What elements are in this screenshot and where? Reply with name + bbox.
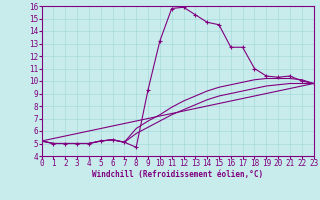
X-axis label: Windchill (Refroidissement éolien,°C): Windchill (Refroidissement éolien,°C) <box>92 170 263 179</box>
